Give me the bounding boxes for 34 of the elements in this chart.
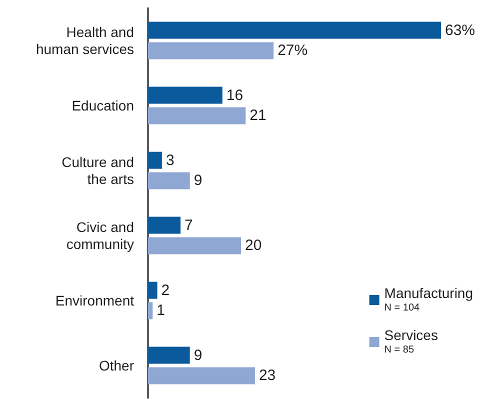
bar [148, 302, 153, 320]
data-label: 7 [184, 216, 193, 234]
bar [148, 346, 190, 364]
legend-label: Services [384, 327, 438, 343]
data-label: 21 [250, 107, 266, 124]
bar [148, 172, 190, 190]
data-label: 16 [226, 86, 244, 104]
bar [148, 152, 162, 169]
legend-label: Manufacturing [384, 285, 473, 301]
annotation: N = 104 [384, 302, 420, 314]
bar [148, 216, 181, 234]
y-tick-label: Environment [55, 292, 134, 308]
data-label: 23 [258, 367, 276, 384]
data-label: 1 [156, 302, 165, 320]
data-label: 9 [194, 172, 202, 190]
bar [148, 107, 246, 124]
data-label: 20 [245, 237, 262, 254]
y-tick-label: Culture and the arts [62, 154, 134, 187]
bar [148, 22, 441, 39]
bar [148, 367, 255, 384]
bar [148, 42, 274, 60]
bar [148, 282, 158, 299]
y-tick-label: Civic and community [66, 219, 134, 252]
data-label: 3 [166, 152, 174, 169]
bar [148, 237, 242, 254]
y-tick-label: Health and human services [36, 24, 134, 57]
bar [148, 86, 222, 104]
y-tick-label: Other [98, 358, 134, 374]
data-label: 63% [445, 22, 476, 39]
data-label: 2 [161, 282, 170, 299]
y-tick-label: Education [72, 98, 134, 114]
annotation: N = 85 [384, 344, 414, 356]
data-label: 27% [278, 42, 308, 60]
data-label: 9 [194, 346, 202, 364]
